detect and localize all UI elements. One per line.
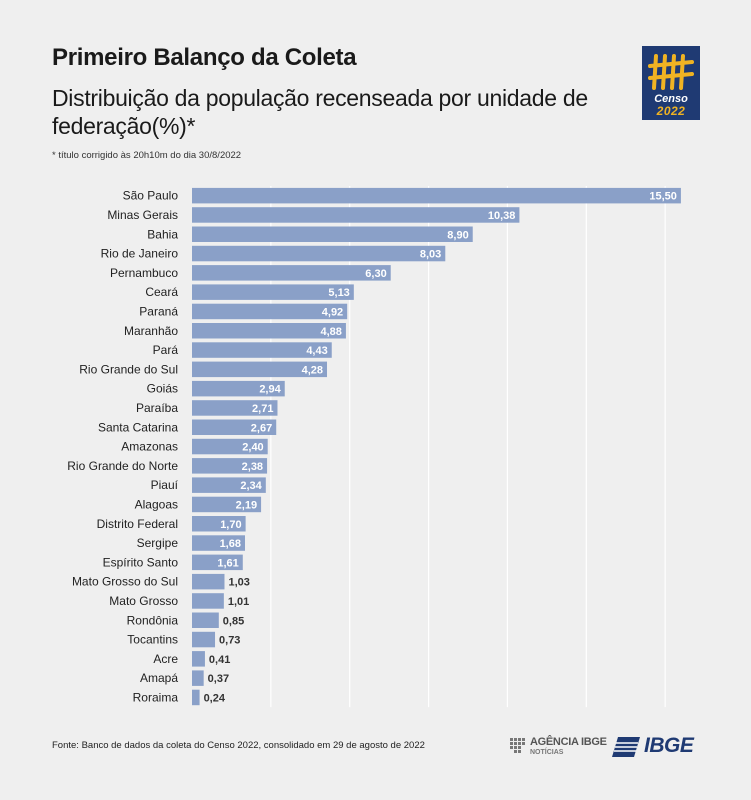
value-label: 15,50 [649, 191, 677, 203]
bar [192, 573, 225, 590]
category-label: Alagoas [135, 497, 178, 511]
value-label: 10,38 [488, 210, 516, 222]
category-label: Espírito Santo [103, 555, 179, 569]
bar [192, 593, 224, 609]
chart-title: Primeiro Balanço da Coleta [52, 44, 357, 71]
value-label: 1,01 [228, 596, 249, 608]
value-label: 2,71 [252, 403, 273, 415]
bar [192, 323, 346, 339]
censo-wordmark: Censo [654, 93, 688, 105]
agencia-grid-icon [510, 738, 525, 753]
value-label: 1,03 [228, 577, 249, 589]
value-label: 0,73 [219, 635, 240, 647]
category-label: Roraima [133, 690, 179, 704]
value-label: 2,19 [236, 499, 257, 511]
ibge-wordmark: IBGE [644, 734, 694, 757]
category-label: Ceará [145, 285, 178, 299]
bar [192, 496, 262, 513]
agencia-subtitle: NOTÍCIAS [530, 749, 564, 756]
category-label: Mato Grosso do Sul [72, 575, 178, 589]
value-label: 0,24 [204, 692, 226, 704]
bar [192, 670, 204, 686]
title-correction-note: * título corrigido às 20h10m do dia 30/8… [52, 150, 242, 161]
value-label: 2,40 [242, 442, 263, 454]
value-label: 2,34 [240, 480, 262, 492]
bar [192, 516, 246, 532]
value-label: 4,88 [321, 326, 342, 338]
category-label: Paraíba [136, 401, 178, 415]
value-label: 1,61 [217, 557, 238, 569]
bar [192, 226, 473, 242]
value-label: 0,41 [209, 654, 230, 666]
ibge-emblem-icon [612, 737, 640, 757]
value-label: 4,43 [306, 345, 327, 357]
censo-2022-logo: Censo 2022 [642, 46, 700, 120]
agencia-name: AGÊNCIA IBGE [530, 736, 607, 748]
category-label: Piauí [151, 478, 179, 492]
value-label: 0,85 [223, 615, 244, 627]
bar [192, 419, 277, 435]
bar [192, 207, 520, 223]
category-label: Tocantins [127, 633, 178, 647]
bar [192, 554, 243, 571]
category-label: Rio Grande do Sul [79, 362, 178, 376]
category-label: Minas Gerais [107, 208, 178, 222]
category-label: Paraná [139, 304, 178, 318]
category-label: Rio Grande do Norte [67, 459, 178, 473]
bar [192, 245, 446, 262]
category-label: Sergipe [137, 536, 179, 550]
value-label: 0,37 [208, 673, 229, 685]
bar [192, 265, 391, 281]
chart-subtitle: Distribuição da população recenseada por… [52, 85, 588, 139]
bar [192, 284, 354, 300]
bar [192, 477, 266, 493]
bar [192, 631, 216, 648]
category-label: Pará [153, 343, 179, 357]
censo-year: 2022 [656, 104, 686, 118]
bar [192, 303, 348, 320]
value-label: 6,30 [365, 268, 386, 280]
bar [192, 361, 328, 378]
value-label: 1,68 [220, 538, 241, 550]
category-label: Santa Catarina [98, 420, 178, 434]
bar-chart: São Paulo 15,50 Minas Gerais 10,38 Bahia 8,90… [67, 186, 681, 708]
category-label: Bahia [147, 227, 178, 241]
bar [192, 400, 278, 416]
category-label: Rondônia [127, 613, 179, 627]
bar [192, 612, 219, 628]
value-label: 2,67 [251, 422, 272, 434]
bar [192, 689, 200, 706]
category-label: Rio de Janeiro [101, 247, 179, 261]
value-label: 1,70 [220, 519, 241, 531]
category-label: Acre [153, 652, 178, 666]
value-label: 8,90 [447, 229, 468, 241]
value-label: 4,28 [302, 364, 323, 376]
bar [192, 651, 205, 667]
category-label: São Paulo [123, 189, 179, 203]
category-label: Amazonas [121, 440, 178, 454]
value-label: 5,13 [328, 287, 349, 299]
bar [192, 187, 681, 204]
bar [192, 438, 268, 455]
bar [192, 342, 332, 358]
bar [192, 458, 268, 474]
category-label: Amapá [140, 671, 178, 685]
category-label: Mato Grosso [109, 594, 178, 608]
value-label: 2,94 [259, 384, 281, 396]
category-label: Pernambuco [110, 266, 178, 280]
value-label: 2,38 [242, 461, 263, 473]
ibge-logo: IBGE [612, 734, 704, 760]
source-note: Fonte: Banco de dados da coleta do Censo… [52, 740, 425, 751]
agencia-ibge-logo: AGÊNCIA IBGE NOTÍCIAS [508, 734, 608, 760]
value-label: 4,92 [322, 306, 343, 318]
category-label: Distrito Federal [97, 517, 178, 531]
bar [192, 380, 285, 397]
category-label: Goiás [147, 382, 178, 396]
bar [192, 535, 245, 551]
value-label: 8,03 [420, 249, 441, 261]
tally-marks-icon [648, 54, 694, 90]
category-label: Maranhão [124, 324, 178, 338]
